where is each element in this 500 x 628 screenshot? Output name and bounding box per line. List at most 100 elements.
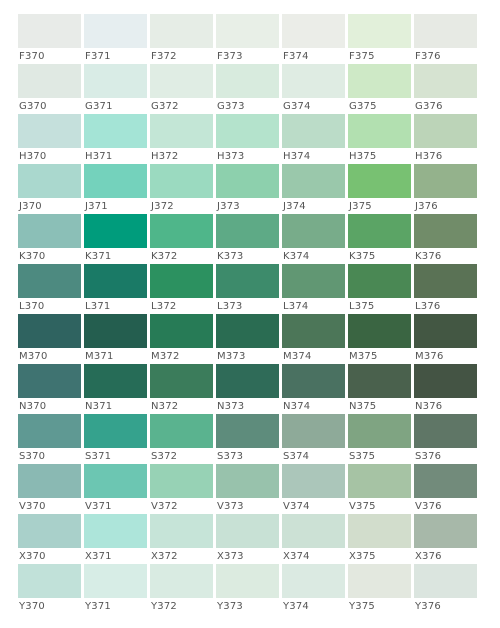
- swatch-cell[interactable]: Y373: [216, 564, 279, 614]
- color-swatch[interactable]: [282, 314, 345, 348]
- color-swatch[interactable]: [150, 14, 213, 48]
- swatch-cell[interactable]: J371: [84, 164, 147, 214]
- swatch-cell[interactable]: V375: [348, 464, 411, 514]
- swatch-cell[interactable]: L371: [84, 264, 147, 314]
- swatch-cell[interactable]: N373: [216, 364, 279, 414]
- swatch-cell[interactable]: G370: [18, 64, 81, 114]
- swatch-cell[interactable]: J373: [216, 164, 279, 214]
- swatch-cell[interactable]: J375: [348, 164, 411, 214]
- color-swatch[interactable]: [150, 214, 213, 248]
- color-swatch[interactable]: [348, 114, 411, 148]
- swatch-cell[interactable]: J374: [282, 164, 345, 214]
- swatch-cell[interactable]: K374: [282, 214, 345, 264]
- swatch-cell[interactable]: F374: [282, 14, 345, 64]
- swatch-cell[interactable]: X371: [84, 514, 147, 564]
- color-swatch[interactable]: [216, 514, 279, 548]
- color-swatch[interactable]: [18, 14, 81, 48]
- swatch-cell[interactable]: V371: [84, 464, 147, 514]
- swatch-cell[interactable]: V370: [18, 464, 81, 514]
- color-swatch[interactable]: [18, 264, 81, 298]
- color-swatch[interactable]: [150, 464, 213, 498]
- swatch-cell[interactable]: F373: [216, 14, 279, 64]
- color-swatch[interactable]: [84, 214, 147, 248]
- color-swatch[interactable]: [348, 14, 411, 48]
- color-swatch[interactable]: [150, 164, 213, 198]
- swatch-cell[interactable]: X370: [18, 514, 81, 564]
- color-swatch[interactable]: [216, 114, 279, 148]
- color-swatch[interactable]: [150, 64, 213, 98]
- swatch-cell[interactable]: X375: [348, 514, 411, 564]
- swatch-cell[interactable]: Y375: [348, 564, 411, 614]
- color-swatch[interactable]: [216, 464, 279, 498]
- color-swatch[interactable]: [348, 264, 411, 298]
- color-swatch[interactable]: [18, 414, 81, 448]
- swatch-cell[interactable]: K370: [18, 214, 81, 264]
- swatch-cell[interactable]: S370: [18, 414, 81, 464]
- swatch-cell[interactable]: X374: [282, 514, 345, 564]
- color-swatch[interactable]: [150, 564, 213, 598]
- swatch-cell[interactable]: N374: [282, 364, 345, 414]
- color-swatch[interactable]: [18, 64, 81, 98]
- swatch-cell[interactable]: L372: [150, 264, 213, 314]
- color-swatch[interactable]: [216, 364, 279, 398]
- color-swatch[interactable]: [282, 164, 345, 198]
- color-swatch[interactable]: [84, 314, 147, 348]
- swatch-cell[interactable]: N375: [348, 364, 411, 414]
- color-swatch[interactable]: [348, 64, 411, 98]
- color-swatch[interactable]: [216, 214, 279, 248]
- color-swatch[interactable]: [150, 314, 213, 348]
- swatch-cell[interactable]: N371: [84, 364, 147, 414]
- swatch-cell[interactable]: G376: [414, 64, 477, 114]
- color-swatch[interactable]: [282, 464, 345, 498]
- color-swatch[interactable]: [84, 514, 147, 548]
- swatch-cell[interactable]: K372: [150, 214, 213, 264]
- swatch-cell[interactable]: H375: [348, 114, 411, 164]
- color-swatch[interactable]: [216, 164, 279, 198]
- swatch-cell[interactable]: K375: [348, 214, 411, 264]
- color-swatch[interactable]: [348, 214, 411, 248]
- swatch-cell[interactable]: L375: [348, 264, 411, 314]
- swatch-cell[interactable]: J376: [414, 164, 477, 214]
- swatch-cell[interactable]: J370: [18, 164, 81, 214]
- color-swatch[interactable]: [414, 564, 477, 598]
- color-swatch[interactable]: [348, 414, 411, 448]
- color-swatch[interactable]: [348, 364, 411, 398]
- swatch-cell[interactable]: M373: [216, 314, 279, 364]
- color-swatch[interactable]: [84, 114, 147, 148]
- swatch-cell[interactable]: G371: [84, 64, 147, 114]
- color-swatch[interactable]: [84, 414, 147, 448]
- swatch-cell[interactable]: S371: [84, 414, 147, 464]
- color-swatch[interactable]: [414, 314, 477, 348]
- color-swatch[interactable]: [282, 564, 345, 598]
- swatch-cell[interactable]: S376: [414, 414, 477, 464]
- color-swatch[interactable]: [282, 414, 345, 448]
- color-swatch[interactable]: [282, 114, 345, 148]
- color-swatch[interactable]: [414, 364, 477, 398]
- color-swatch[interactable]: [414, 464, 477, 498]
- swatch-cell[interactable]: S374: [282, 414, 345, 464]
- color-swatch[interactable]: [150, 414, 213, 448]
- color-swatch[interactable]: [414, 214, 477, 248]
- color-swatch[interactable]: [282, 364, 345, 398]
- color-swatch[interactable]: [216, 14, 279, 48]
- swatch-cell[interactable]: M372: [150, 314, 213, 364]
- color-swatch[interactable]: [216, 564, 279, 598]
- color-swatch[interactable]: [414, 264, 477, 298]
- swatch-cell[interactable]: H371: [84, 114, 147, 164]
- color-swatch[interactable]: [282, 64, 345, 98]
- swatch-cell[interactable]: M371: [84, 314, 147, 364]
- color-swatch[interactable]: [18, 364, 81, 398]
- swatch-cell[interactable]: X376: [414, 514, 477, 564]
- swatch-cell[interactable]: S373: [216, 414, 279, 464]
- color-swatch[interactable]: [18, 464, 81, 498]
- swatch-cell[interactable]: F375: [348, 14, 411, 64]
- swatch-cell[interactable]: Y371: [84, 564, 147, 614]
- swatch-cell[interactable]: G373: [216, 64, 279, 114]
- color-swatch[interactable]: [414, 64, 477, 98]
- swatch-cell[interactable]: V372: [150, 464, 213, 514]
- color-swatch[interactable]: [216, 264, 279, 298]
- color-swatch[interactable]: [282, 264, 345, 298]
- color-swatch[interactable]: [282, 14, 345, 48]
- swatch-cell[interactable]: M374: [282, 314, 345, 364]
- swatch-cell[interactable]: V373: [216, 464, 279, 514]
